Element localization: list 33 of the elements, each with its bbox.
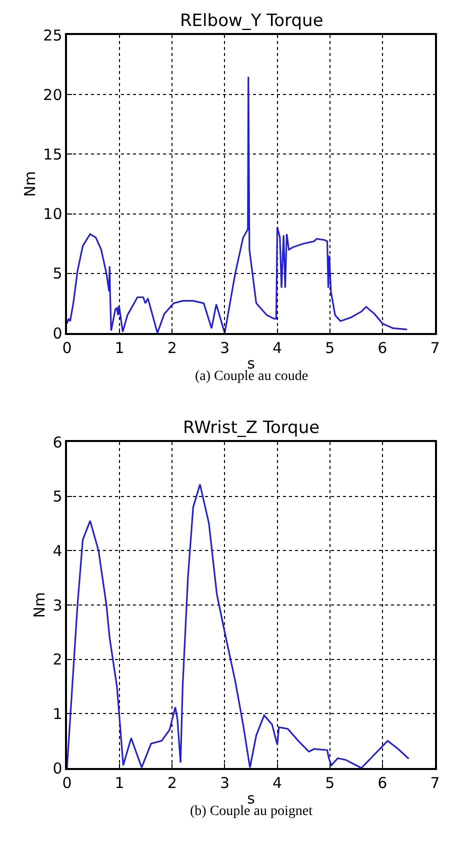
x-tick-label: 1 <box>114 338 124 357</box>
chart-title: RWrist_Z Torque <box>183 418 320 438</box>
x-tick-label: 4 <box>272 774 282 792</box>
y-tick-label: 0 <box>52 759 62 778</box>
x-tick-label: 3 <box>220 338 230 357</box>
x-tick-label: 4 <box>272 338 282 357</box>
chart-title: RElbow_Y Torque <box>180 11 324 31</box>
y-axis-title: Nm <box>20 171 39 197</box>
line-series <box>67 484 410 768</box>
y-tick-label: 5 <box>52 488 62 506</box>
line-series <box>67 76 408 333</box>
x-tick-label: 6 <box>378 338 388 357</box>
x-tick-label: 2 <box>167 774 177 792</box>
y-tick-label: 10 <box>43 205 62 224</box>
x-tick-label: 6 <box>378 774 388 792</box>
y-tick-label: 1 <box>52 704 62 723</box>
x-tick-label: 5 <box>325 774 335 792</box>
y-tick-label: 6 <box>52 433 62 452</box>
y-tick-label: 20 <box>43 86 62 104</box>
x-tick-label: 1 <box>114 774 124 792</box>
x-tick-label: 3 <box>220 774 230 792</box>
y-axis-title: Nm <box>30 592 48 618</box>
y-tick-label: 5 <box>52 264 62 283</box>
y-tick-label: 2 <box>52 650 62 669</box>
x-tick-label: 5 <box>325 338 335 357</box>
y-tick-label: 3 <box>52 596 62 614</box>
x-tick-label: 2 <box>167 338 177 357</box>
y-tick-label: 0 <box>52 324 62 342</box>
y-tick-label: 15 <box>43 145 62 164</box>
y-tick-label: 25 <box>43 26 62 44</box>
x-tick-label: 7 <box>430 338 440 357</box>
y-tick-label: 4 <box>52 542 62 560</box>
x-tick-label: 7 <box>430 774 440 792</box>
